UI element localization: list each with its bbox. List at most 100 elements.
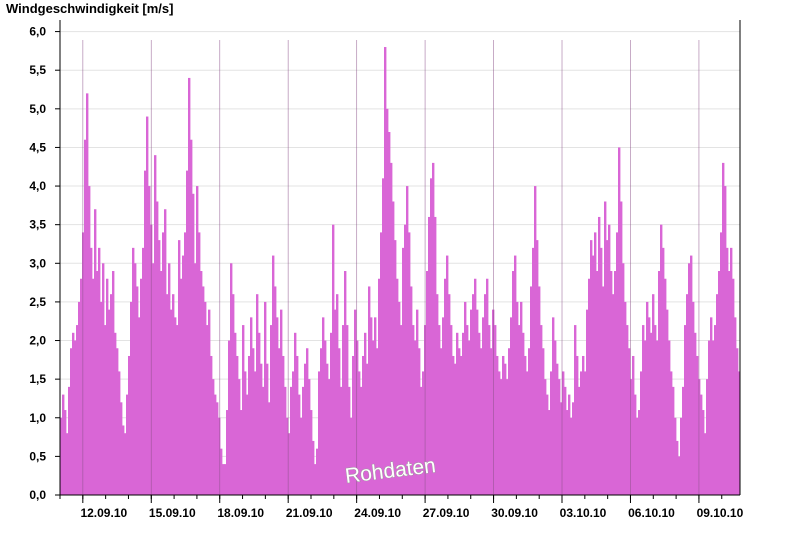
bar xyxy=(700,394,703,495)
bar xyxy=(462,332,465,495)
bar xyxy=(228,340,231,495)
bar xyxy=(366,363,369,495)
bar xyxy=(144,170,147,496)
bar xyxy=(74,340,77,495)
bar xyxy=(76,325,79,495)
bar xyxy=(544,379,547,495)
bar xyxy=(726,247,729,495)
bar xyxy=(80,278,83,495)
bar xyxy=(720,232,723,495)
bar xyxy=(590,240,593,495)
bar xyxy=(714,325,717,495)
bar xyxy=(310,410,313,495)
bar xyxy=(94,209,97,496)
bar xyxy=(208,309,211,495)
bar xyxy=(454,363,457,495)
bar xyxy=(602,286,605,495)
bar xyxy=(422,371,425,495)
bar xyxy=(342,325,345,495)
bar xyxy=(210,355,213,495)
bar xyxy=(66,433,69,495)
bar xyxy=(348,386,351,495)
bar xyxy=(224,464,227,495)
bar xyxy=(646,301,649,495)
bar xyxy=(218,417,221,495)
bar xyxy=(110,294,113,495)
bar xyxy=(436,294,439,495)
bar xyxy=(488,325,491,495)
bar xyxy=(434,216,437,495)
bar xyxy=(414,340,417,495)
bar xyxy=(172,294,175,495)
bar xyxy=(580,371,583,495)
bar xyxy=(490,348,493,495)
bar xyxy=(516,301,519,495)
bar xyxy=(624,301,627,495)
bar xyxy=(148,186,151,495)
bar xyxy=(230,263,233,495)
bar xyxy=(510,317,513,495)
day-lines xyxy=(82,40,700,495)
bar xyxy=(132,247,135,495)
bar xyxy=(394,240,397,495)
bar xyxy=(634,394,637,495)
bar xyxy=(64,410,67,495)
bar xyxy=(84,139,87,495)
bar xyxy=(392,201,395,495)
x-tick-label: 09.10.10 xyxy=(697,506,744,520)
bar xyxy=(70,348,73,495)
bar xyxy=(276,317,279,495)
bar xyxy=(314,464,317,495)
bar xyxy=(682,386,685,495)
bar xyxy=(566,410,569,495)
bar xyxy=(272,255,275,495)
bar xyxy=(594,232,597,495)
bar xyxy=(180,278,183,495)
y-tick-label: 0,5 xyxy=(29,449,46,463)
bar xyxy=(460,355,463,495)
bar xyxy=(540,325,543,495)
bar xyxy=(658,271,661,495)
bar xyxy=(676,440,679,495)
bar xyxy=(466,325,469,495)
bar xyxy=(680,417,683,495)
bar xyxy=(524,355,527,495)
bar xyxy=(262,386,265,495)
bar xyxy=(250,317,253,495)
bar xyxy=(526,371,529,495)
bar xyxy=(86,93,89,496)
bar xyxy=(694,332,697,495)
bar xyxy=(300,417,303,495)
x-tick-label: 21.09.10 xyxy=(286,506,333,520)
bar xyxy=(356,340,359,495)
bar xyxy=(246,394,249,495)
bar xyxy=(608,224,611,496)
bar xyxy=(438,325,441,495)
bar xyxy=(266,363,269,495)
bar xyxy=(588,278,591,495)
bar xyxy=(592,255,595,495)
bar xyxy=(322,317,325,495)
bar xyxy=(586,309,589,495)
bar xyxy=(552,317,555,495)
bar xyxy=(236,355,239,495)
bar xyxy=(284,386,287,495)
bar xyxy=(486,278,489,495)
bar xyxy=(376,348,379,495)
bar xyxy=(198,232,201,495)
bar xyxy=(278,348,281,495)
axes xyxy=(59,20,741,496)
bar xyxy=(160,271,163,495)
bar xyxy=(294,332,297,495)
bar xyxy=(690,255,693,495)
bar xyxy=(596,271,599,495)
bar xyxy=(716,294,719,495)
bar xyxy=(640,371,643,495)
bar xyxy=(470,309,473,495)
bar xyxy=(468,340,471,495)
bar xyxy=(140,278,143,495)
bar xyxy=(386,108,389,495)
bar xyxy=(324,340,327,495)
bar xyxy=(118,371,121,495)
bar xyxy=(738,371,741,495)
